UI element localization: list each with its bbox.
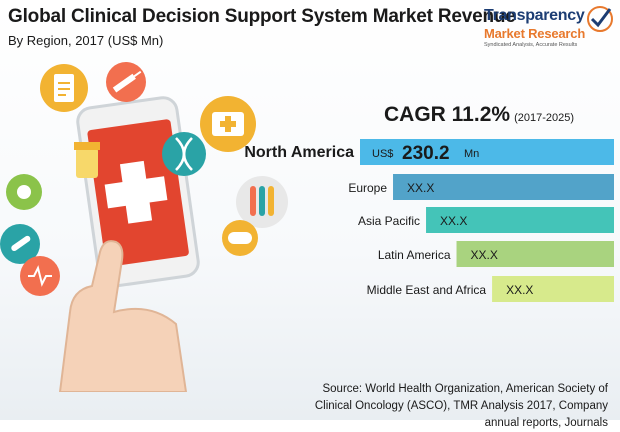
data-label: 230.2 [402, 143, 450, 164]
category-label: Asia Pacific [358, 214, 420, 228]
dna-icon [162, 132, 206, 176]
hand-pointer-icon [58, 240, 188, 392]
cagr-period: (2017-2025) [514, 112, 574, 124]
cagr-value: CAGR 11.2% [384, 103, 511, 126]
source-line-2: Clinical Oncology (ASCO), TMR Analysis 2… [314, 400, 608, 429]
value-prefix: US$ [372, 148, 393, 160]
brand-logo: Transparency Market Research Syndicated … [484, 5, 614, 51]
clipboard-icon [40, 64, 88, 112]
value-suffix: Mn [464, 148, 479, 160]
pill-bottle-icon [74, 142, 100, 178]
thermometer-icon [0, 224, 40, 264]
syringe-icon [106, 62, 146, 102]
medical-cross-icon [104, 160, 168, 224]
cagr-label: CAGR 11.2% (2017-2025) [384, 103, 574, 127]
logo-line-1: Transparency [484, 7, 585, 24]
bar-latin-america [456, 241, 614, 267]
data-label: XX.X [471, 248, 498, 262]
bar-chart: North America US$ 230.2 Mn Europe XX.X Asia Pa… [244, 139, 614, 302]
source-line-1: Source: World Health Organization, Ameri… [322, 383, 608, 395]
category-label: Middle East and Africa [367, 283, 487, 297]
data-label: XX.X [407, 181, 434, 195]
test-tubes-icon [236, 176, 288, 228]
capsule-icon [222, 220, 258, 256]
virus-icon [6, 174, 42, 210]
chart-subtitle: By Region, 2017 (US$ Mn) [8, 33, 164, 48]
medical-kit-icon [200, 96, 256, 152]
source-note: Source: World Health Organization, Ameri… [278, 381, 608, 432]
chart-title: Global Clinical Decision Support System … [8, 6, 516, 27]
category-label: Latin America [378, 248, 451, 262]
category-label: Europe [348, 181, 387, 195]
healthcare-illustration [0, 62, 288, 392]
data-label: XX.X [506, 283, 533, 297]
category-label: North America [244, 144, 354, 161]
bar-north-america [360, 139, 614, 165]
logo-line-2: Market Research [484, 26, 586, 41]
bar-middle-east-and-africa [492, 276, 614, 302]
heart-monitor-icon [20, 256, 60, 296]
bar-europe [393, 174, 614, 200]
logo-tagline: Syndicated Analysis, Accurate Results [484, 42, 578, 48]
logo-mark-icon [587, 6, 613, 32]
data-label: XX.X [440, 214, 467, 228]
bar-asia-pacific [426, 207, 614, 233]
